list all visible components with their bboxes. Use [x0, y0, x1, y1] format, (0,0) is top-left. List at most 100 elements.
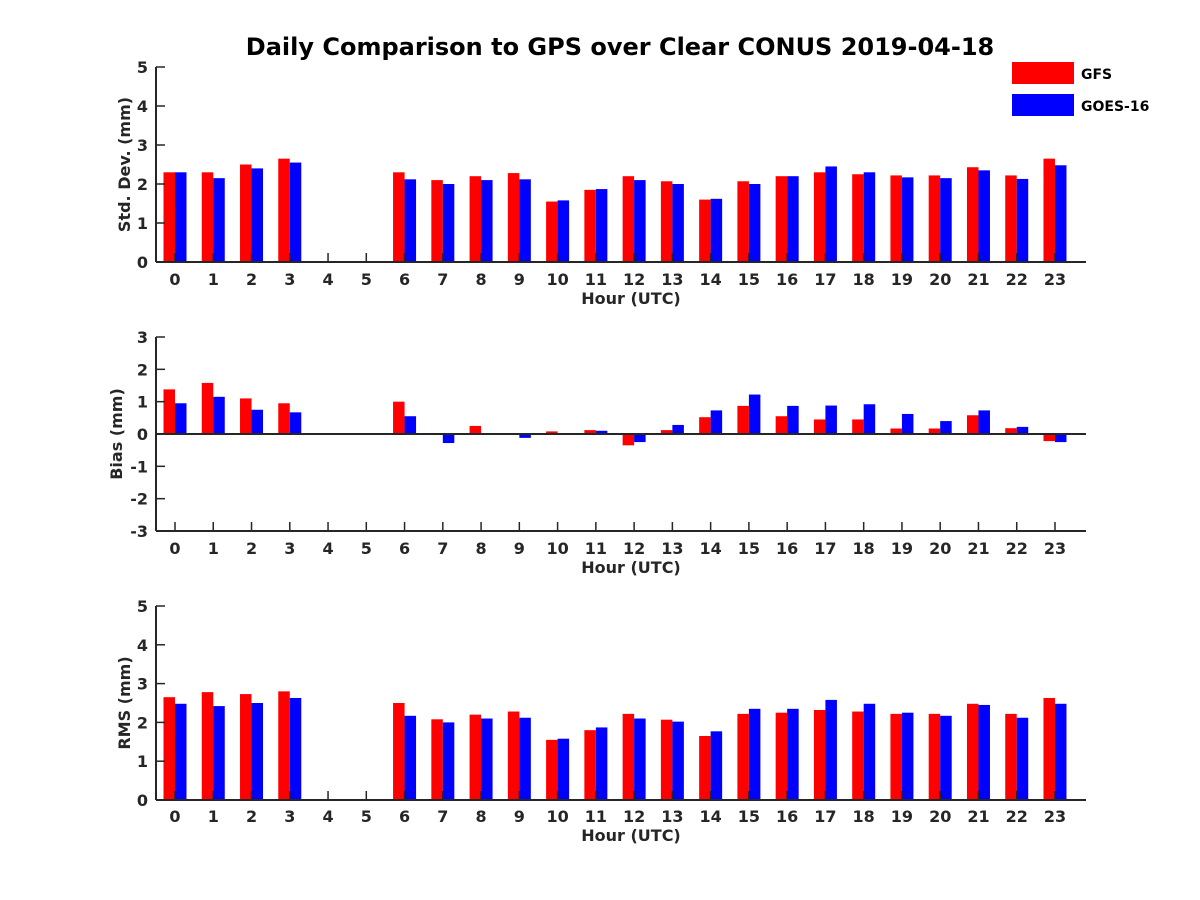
- rms-bar-goes-16-16: [787, 708, 799, 800]
- rms-ytick-label: 5: [137, 597, 148, 616]
- rms-xtick-label: 21: [967, 807, 989, 826]
- std-dev-bar-goes-16-15: [748, 184, 761, 262]
- std-dev-bar-gfs-7: [431, 180, 443, 262]
- std-dev-xtick-label: 1: [208, 270, 219, 289]
- std-dev-bar-gfs-14: [699, 199, 711, 262]
- rms-bar-gfs-11: [584, 730, 596, 800]
- bias-bar-gfs-21: [966, 415, 979, 434]
- bias-xtick-label: 0: [169, 539, 180, 558]
- bias-bar-goes-16-17: [825, 405, 837, 434]
- rms-bar-goes-16-7: [442, 722, 455, 800]
- rms-xtick-label: 9: [514, 807, 525, 826]
- rms-xtick-label: 11: [585, 807, 607, 826]
- bias-xtick-label: 15: [738, 539, 760, 558]
- std-dev-bar-gfs-3: [278, 158, 290, 262]
- std-dev-bar-gfs-15: [737, 181, 749, 262]
- bias-bar-gfs-16: [775, 416, 788, 434]
- std-dev-bar-gfs-0: [163, 172, 175, 262]
- bias-xtick-label: 2: [246, 539, 257, 558]
- std-dev-xtick-label: 22: [1006, 270, 1028, 289]
- std-dev-x-axis-label: Hour (UTC): [581, 289, 681, 308]
- bias-bar-goes-16-23: [1054, 434, 1067, 443]
- bias-bar-gfs-8: [469, 425, 482, 434]
- rms-bar-goes-16-14: [710, 731, 723, 800]
- bias-bar-gfs-20: [928, 428, 941, 434]
- std-dev-bar-goes-16-14: [710, 198, 723, 262]
- rms-xtick-label: 1: [208, 807, 219, 826]
- rms-xtick-label: 2: [246, 807, 257, 826]
- rms-xtick-label: 8: [476, 807, 487, 826]
- std-dev-bar-goes-16-17: [825, 166, 837, 262]
- rms-bar-goes-16-3: [289, 697, 302, 800]
- bias-bar-gfs-6: [393, 401, 405, 434]
- rms-bar-gfs-2: [240, 694, 252, 800]
- rms-xtick-label: 14: [700, 807, 722, 826]
- legend-label-goes-16: GOES-16: [1081, 99, 1149, 115]
- bias-bar-goes-16-1: [213, 396, 225, 434]
- bias-bar-gfs-0: [163, 389, 175, 434]
- bias-x-axis-label: Hour (UTC): [581, 558, 681, 577]
- bias-xtick-label: 8: [476, 539, 487, 558]
- rms-bar-gfs-20: [928, 713, 941, 800]
- bias-bar-goes-16-2: [251, 409, 264, 434]
- std-dev-xtick-label: 0: [169, 270, 180, 289]
- std-dev-bar-gfs-17: [813, 172, 826, 262]
- rms-xtick-label: 4: [322, 807, 333, 826]
- bias-bar-goes-16-14: [710, 410, 723, 434]
- bias-bar-gfs-23: [1043, 434, 1055, 442]
- bias-xtick-label: 19: [891, 539, 913, 558]
- std-dev-bar-goes-16-21: [978, 170, 990, 262]
- bias-bar-goes-16-3: [289, 412, 302, 434]
- std-dev-bar-gfs-19: [890, 175, 902, 262]
- rms-bar-gfs-19: [890, 713, 902, 800]
- bias-bar-goes-16-16: [787, 405, 799, 434]
- bias-xtick-label: 10: [546, 539, 568, 558]
- rms-bar-gfs-9: [507, 711, 520, 800]
- bias-xtick-label: 20: [929, 539, 951, 558]
- std-dev-xtick-label: 14: [700, 270, 722, 289]
- std-dev-bar-goes-16-16: [787, 176, 799, 262]
- bias-bar-gfs-3: [278, 403, 290, 434]
- std-dev-bar-gfs-1: [201, 172, 214, 262]
- std-dev-xtick-label: 3: [284, 270, 295, 289]
- rms-bar-goes-16-0: [175, 703, 187, 800]
- rms-bar-goes-16-15: [748, 708, 761, 800]
- std-dev-bar-goes-16-10: [557, 200, 570, 262]
- bias-xtick-label: 11: [585, 539, 607, 558]
- chart-title: Daily Comparison to GPS over Clear CONUS…: [246, 33, 994, 61]
- rms-bar-gfs-3: [278, 691, 290, 800]
- bias-ytick-label: -3: [130, 522, 148, 541]
- bias-bar-gfs-18: [852, 419, 864, 434]
- std-dev-xtick-label: 23: [1044, 270, 1066, 289]
- bias-bar-gfs-1: [201, 382, 214, 434]
- bias-bar-goes-16-21: [978, 410, 990, 434]
- rms-bar-gfs-10: [546, 739, 558, 800]
- rms-bar-goes-16-10: [557, 738, 570, 800]
- rms-bar-goes-16-23: [1054, 703, 1067, 800]
- std-dev-xtick-label: 12: [623, 270, 645, 289]
- std-dev-bar-goes-16-3: [289, 162, 302, 262]
- std-dev-xtick-label: 2: [246, 270, 257, 289]
- rms-bar-gfs-1: [201, 692, 214, 800]
- rms-bar-goes-16-8: [481, 718, 493, 800]
- bias-bar-gfs-10: [546, 431, 558, 434]
- rms-bar-goes-16-11: [595, 727, 608, 800]
- std-dev-y-axis-label: Std. Dev. (mm): [115, 97, 134, 232]
- rms-bar-goes-16-1: [213, 706, 225, 800]
- rms-xtick-label: 3: [284, 807, 295, 826]
- rms-bar-gfs-7: [431, 719, 443, 800]
- rms-bar-goes-16-18: [863, 703, 876, 800]
- legend-label-gfs: GFS: [1081, 67, 1112, 83]
- bias-ytick-label: 1: [137, 393, 148, 412]
- bias-ytick-label: -2: [130, 490, 148, 509]
- bias-xtick-label: 21: [967, 539, 989, 558]
- rms-bar-gfs-21: [966, 703, 979, 800]
- bias-xtick-label: 18: [853, 539, 875, 558]
- bias-xtick-label: 13: [661, 539, 683, 558]
- std-dev-xtick-label: 20: [929, 270, 951, 289]
- bias-y-axis-label: Bias (mm): [107, 388, 126, 480]
- bias-bar-goes-16-11: [595, 430, 608, 434]
- std-dev-bar-goes-16-9: [519, 179, 531, 262]
- std-dev-xtick-label: 11: [585, 270, 607, 289]
